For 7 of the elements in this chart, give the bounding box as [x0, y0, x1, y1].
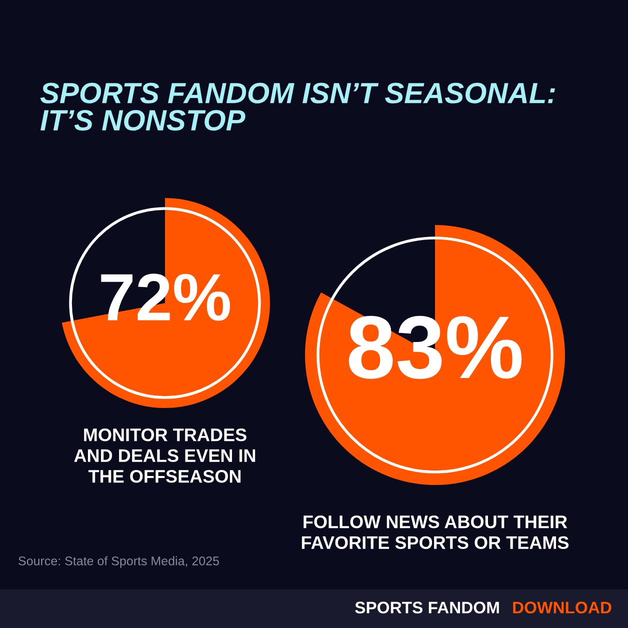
text: FOLLOW NEWS ABOUT THEIR FAVORITE SPORTS OR TEAMS: [302, 515, 569, 550]
chart-title: SPORTS FANDOM ISN’T SEASONAL: IT’S NONSTOP: [40, 82, 555, 131]
text: SPORTS FANDOM: [355, 602, 499, 614]
source-note: Source: State of Sports Media, 2025: [18, 556, 219, 568]
text: DOWNLOAD: [513, 602, 612, 614]
text: MONITOR TRADES AND DEALS EVEN IN THE OFFSEASON: [74, 428, 256, 483]
data-label: 83%: [348, 316, 522, 379]
